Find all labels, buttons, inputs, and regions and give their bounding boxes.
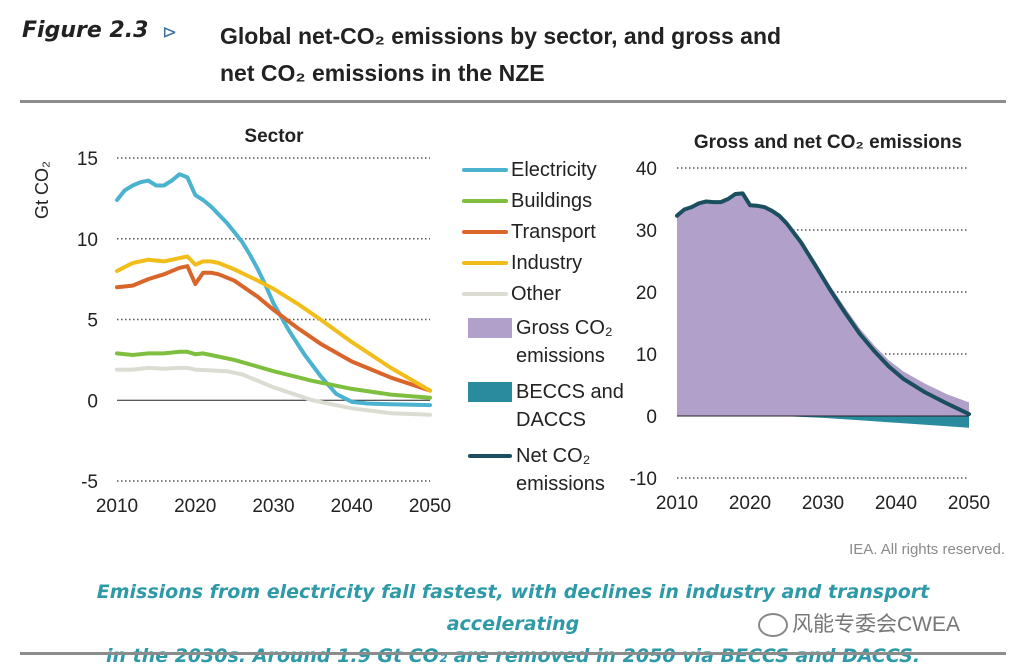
x-tick-label-2-2040: 2040 bbox=[875, 493, 917, 514]
x-tick-label-1-2050: 2050 bbox=[409, 496, 451, 517]
line-transport bbox=[115, 264, 432, 393]
x-tick-label-1-2030: 2030 bbox=[252, 496, 294, 517]
x-tick-label-1-2040: 2040 bbox=[331, 496, 373, 517]
y-tick-label-2-10: 10 bbox=[636, 345, 657, 366]
y-tick-label-1--5: -5 bbox=[81, 472, 98, 493]
legend-swatch-transport bbox=[462, 230, 508, 234]
legend-label-net: Net CO₂ emissions bbox=[516, 445, 605, 495]
x-tick-label-1-2020: 2020 bbox=[174, 496, 216, 517]
legend-label-gross: Gross CO₂ emissions bbox=[516, 317, 613, 367]
wechat-icon bbox=[758, 613, 788, 638]
line-other bbox=[115, 365, 432, 417]
chart-title-2: Gross and net CO₂ emissions bbox=[694, 132, 962, 153]
x-tick-label-2-2020: 2020 bbox=[729, 493, 771, 514]
x-tick-label-2-2050: 2050 bbox=[948, 493, 990, 514]
legend-label-beccs: BECCS and DACCS bbox=[516, 381, 624, 431]
y-tick-label-2-40: 40 bbox=[636, 159, 657, 180]
y-tick-label-2-20: 20 bbox=[636, 283, 657, 304]
caption-line1: Emissions from electricity fall fastest,… bbox=[96, 581, 930, 635]
figure-arrow-icon: ⊳ bbox=[162, 22, 178, 43]
legend-swatch-electricity bbox=[462, 168, 508, 172]
legend-swatch-gross bbox=[468, 318, 512, 338]
watermark: 风能专委会CWEA bbox=[758, 608, 960, 638]
top-divider bbox=[20, 100, 1006, 103]
x-tick-label-2-2030: 2030 bbox=[802, 493, 844, 514]
legend-swatch-beccs bbox=[468, 382, 512, 402]
legend-label-industry: Industry bbox=[511, 252, 583, 274]
figure-title: Global net-CO₂ emissions by sector, and … bbox=[220, 18, 880, 92]
line-buildings bbox=[115, 349, 432, 400]
y-tick-label-2--10: -10 bbox=[630, 469, 657, 490]
legend-swatch-industry bbox=[462, 261, 508, 265]
legend-swatch-other bbox=[462, 292, 508, 296]
y-tick-label-1-10: 10 bbox=[77, 230, 98, 251]
legend-swatch-buildings bbox=[462, 199, 508, 203]
legend-label-transport: Transport bbox=[511, 221, 596, 243]
figure-caption: Emissions from electricity fall fastest,… bbox=[30, 576, 996, 672]
legend-swatch-net bbox=[468, 454, 512, 458]
legend-label-other: Other bbox=[511, 283, 562, 305]
area-gross bbox=[677, 193, 969, 416]
y-tick-label-1-0: 0 bbox=[87, 391, 98, 412]
y-tick-label-1-5: 5 bbox=[87, 311, 98, 332]
line-industry bbox=[115, 254, 432, 393]
watermark-text: 风能专委会CWEA bbox=[792, 613, 960, 636]
legend-label-electricity: Electricity bbox=[511, 159, 597, 181]
x-tick-label-2-2010: 2010 bbox=[656, 493, 698, 514]
figure-title-line1: Global net-CO₂ emissions by sector, and … bbox=[220, 23, 782, 49]
y-tick-label-1-15: 15 bbox=[77, 149, 98, 170]
line-net bbox=[675, 191, 971, 417]
bottom-divider bbox=[20, 652, 1006, 655]
y-axis-label-1: Gt CO₂ bbox=[32, 161, 52, 219]
caption-line2: in the 2030s. Around 1.9 Gt CO₂ are remo… bbox=[105, 645, 921, 667]
y-tick-label-2-30: 30 bbox=[636, 221, 657, 242]
area-beccs bbox=[677, 416, 969, 428]
figure-label: Figure 2.3 bbox=[22, 18, 149, 43]
figure-title-line2: net CO₂ emissions in the NZE bbox=[220, 60, 545, 86]
y-tick-label-2-0: 0 bbox=[646, 407, 657, 428]
x-tick-label-1-2010: 2010 bbox=[96, 496, 138, 517]
figure-header: Figure 2.3 ⊳ Global net-CO₂ emissions by… bbox=[22, 14, 1006, 100]
chart-title-1: Sector bbox=[244, 126, 304, 147]
credit-text: IEA. All rights reserved. bbox=[849, 541, 1005, 558]
legend-label-buildings: Buildings bbox=[511, 190, 593, 212]
